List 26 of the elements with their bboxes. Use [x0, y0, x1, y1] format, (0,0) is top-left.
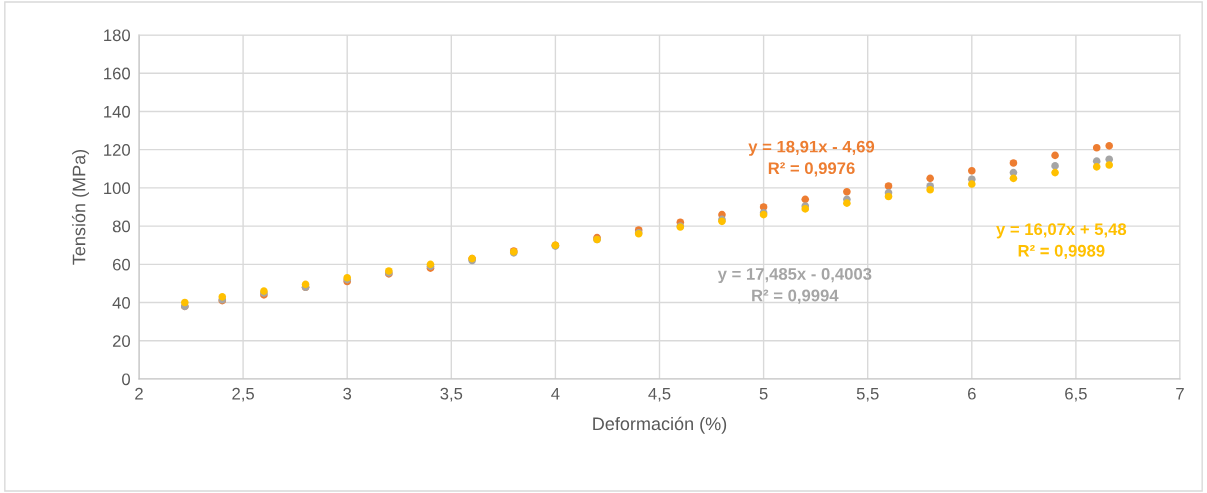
y-tick-label: 40 — [112, 296, 131, 309]
annotation: y = 16,07x + 5,48 R² = 0,9989 — [996, 223, 1127, 260]
x-tick-label: 4,5 — [648, 387, 671, 402]
y-axis-title: Tensión (MPa) — [71, 149, 89, 265]
annotation: y = 18,91x - 4,69 R² = 0,9976 — [748, 140, 875, 177]
y-tick-label: 160 — [104, 67, 131, 80]
y-tick-label: 60 — [112, 258, 131, 271]
x-tick-label: 7 — [1176, 387, 1184, 400]
y-tick-label: 120 — [104, 144, 131, 156]
x-tick-label: 6,5 — [1065, 387, 1087, 402]
y-tick-label: 0 — [122, 373, 131, 386]
y-tick-label: 20 — [112, 335, 131, 347]
y-tick-label: 100 — [104, 182, 131, 195]
x-tick-label: 3,5 — [440, 387, 463, 402]
x-tick-label: 5,5 — [856, 387, 879, 402]
y-tick-label: 180 — [104, 29, 131, 42]
x-axis-title: Deformación (%) — [593, 416, 727, 434]
annotation: y = 17,485x - 0,4003 R² = 0,9994 — [717, 268, 872, 304]
x-tick-label: 4 — [551, 387, 560, 400]
y-tick-label: 80 — [112, 220, 131, 233]
x-tick-label: 5 — [759, 387, 768, 400]
x-tick-label: 2 — [135, 387, 143, 400]
x-tick-label: 3 — [343, 387, 352, 400]
x-tick-label: 6 — [968, 387, 976, 400]
x-tick-label: 2,5 — [232, 387, 254, 402]
y-tick-label: 140 — [104, 105, 131, 118]
